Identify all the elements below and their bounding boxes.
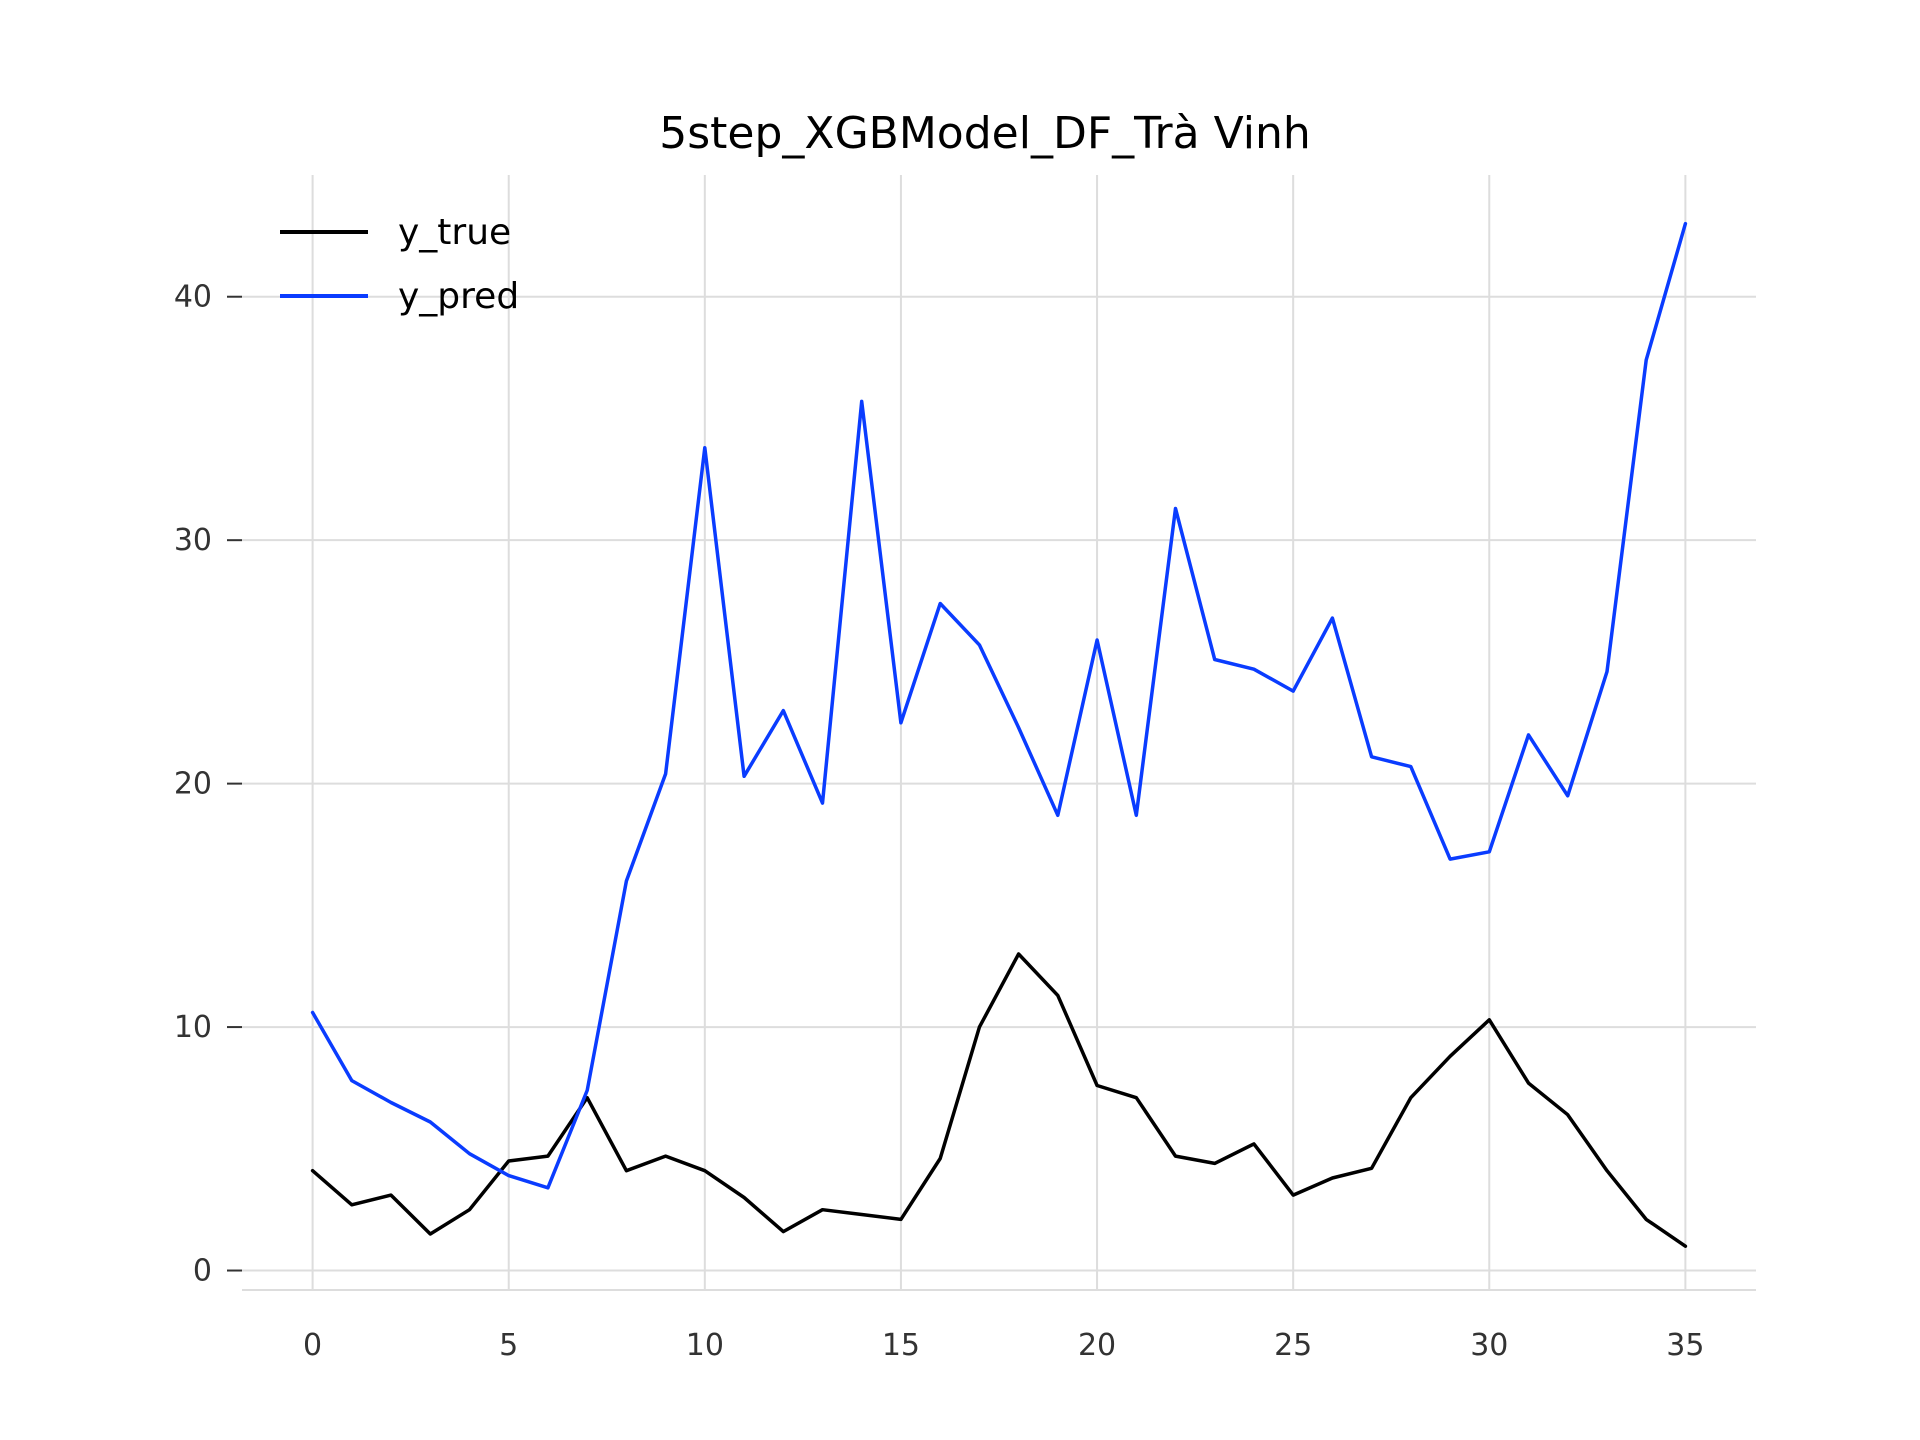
x-tick-label: 30 — [1470, 1328, 1508, 1363]
legend: y_true y_pred — [280, 212, 519, 317]
grid — [242, 175, 1756, 1291]
y-tick-label: 40 — [174, 280, 212, 315]
chart-title: 5step_XGBModel_DF_Trà Vinh — [659, 108, 1310, 159]
x-tick-label: 25 — [1274, 1328, 1312, 1363]
x-tick-label: 10 — [686, 1328, 724, 1363]
y-tick-label: 30 — [174, 523, 212, 558]
x-tick-label: 35 — [1666, 1328, 1704, 1363]
x-tick-label: 0 — [303, 1328, 322, 1363]
x-tick-label: 15 — [882, 1328, 920, 1363]
x-tick-label: 5 — [499, 1328, 518, 1363]
legend-label-y-true: y_true — [398, 212, 511, 253]
y-tick-label: 10 — [174, 1010, 212, 1045]
y-tick-label: 0 — [193, 1254, 212, 1289]
series-line-y-pred — [310, 221, 1688, 1190]
axis-ticks: 0 5 10 15 20 25 30 35 0 10 20 30 40 — [174, 280, 1705, 1363]
plot-lines — [310, 221, 1688, 1248]
x-tick-label: 20 — [1078, 1328, 1116, 1363]
legend-label-y-pred: y_pred — [398, 276, 519, 317]
series-line-y-true — [310, 952, 1688, 1248]
y-tick-label: 20 — [174, 767, 212, 802]
